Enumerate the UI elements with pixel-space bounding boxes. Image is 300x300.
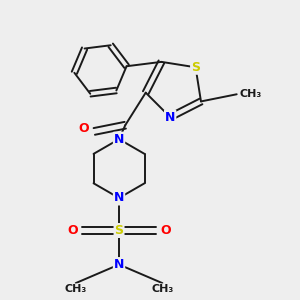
Text: S: S [191, 61, 200, 74]
Text: S: S [115, 224, 124, 237]
Text: O: O [160, 224, 171, 237]
Text: CH₃: CH₃ [151, 284, 173, 294]
Text: N: N [114, 191, 124, 205]
Text: N: N [165, 111, 175, 124]
Text: N: N [114, 133, 124, 146]
Text: CH₃: CH₃ [239, 89, 262, 99]
Text: O: O [78, 122, 89, 135]
Text: O: O [67, 224, 78, 237]
Text: CH₃: CH₃ [64, 284, 87, 294]
Text: N: N [114, 258, 124, 271]
